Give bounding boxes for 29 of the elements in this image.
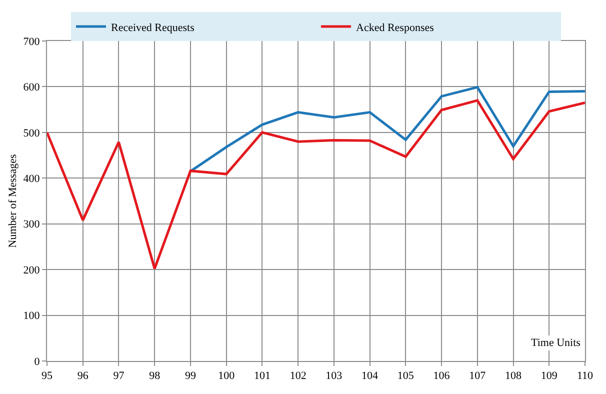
y-tick-label: 300 xyxy=(23,218,40,231)
x-tick-label: 107 xyxy=(469,370,486,382)
y-tick-label: 500 xyxy=(23,127,40,140)
x-tick-label: 99 xyxy=(184,370,196,382)
x-tick-label: 97 xyxy=(113,370,125,382)
x-tick-label: 109 xyxy=(540,370,558,382)
legend-label: Acked Responses xyxy=(356,22,434,34)
x-tick-label: 102 xyxy=(290,370,306,382)
x-tick-label: 98 xyxy=(149,370,161,382)
y-tick-label: 200 xyxy=(23,264,40,276)
x-axis-title: Time Units xyxy=(531,337,580,349)
legend-label: Received Requests xyxy=(111,22,194,34)
y-tick-label: 100 xyxy=(23,310,40,322)
x-tick-label: 96 xyxy=(77,370,89,382)
x-tick-label: 108 xyxy=(505,370,522,382)
x-tick-label: 101 xyxy=(254,370,270,382)
x-tick-label: 100 xyxy=(218,370,236,382)
x-tick-label: 110 xyxy=(576,370,594,382)
y-tick-label: 700 xyxy=(23,36,40,48)
y-tick-label: 600 xyxy=(23,82,40,94)
y-tick-label: 0 xyxy=(34,356,40,368)
x-tick-label: 105 xyxy=(397,370,414,382)
x-tick-label: 103 xyxy=(326,370,343,382)
x-tick-label: 104 xyxy=(362,370,379,382)
x-tick-label: 95 xyxy=(42,370,53,382)
x-tick-label: 106 xyxy=(433,370,450,382)
line-series xyxy=(189,86,585,173)
y-tick-label: 400 xyxy=(23,172,40,185)
y-axis-title: Number of Messages xyxy=(6,154,19,248)
